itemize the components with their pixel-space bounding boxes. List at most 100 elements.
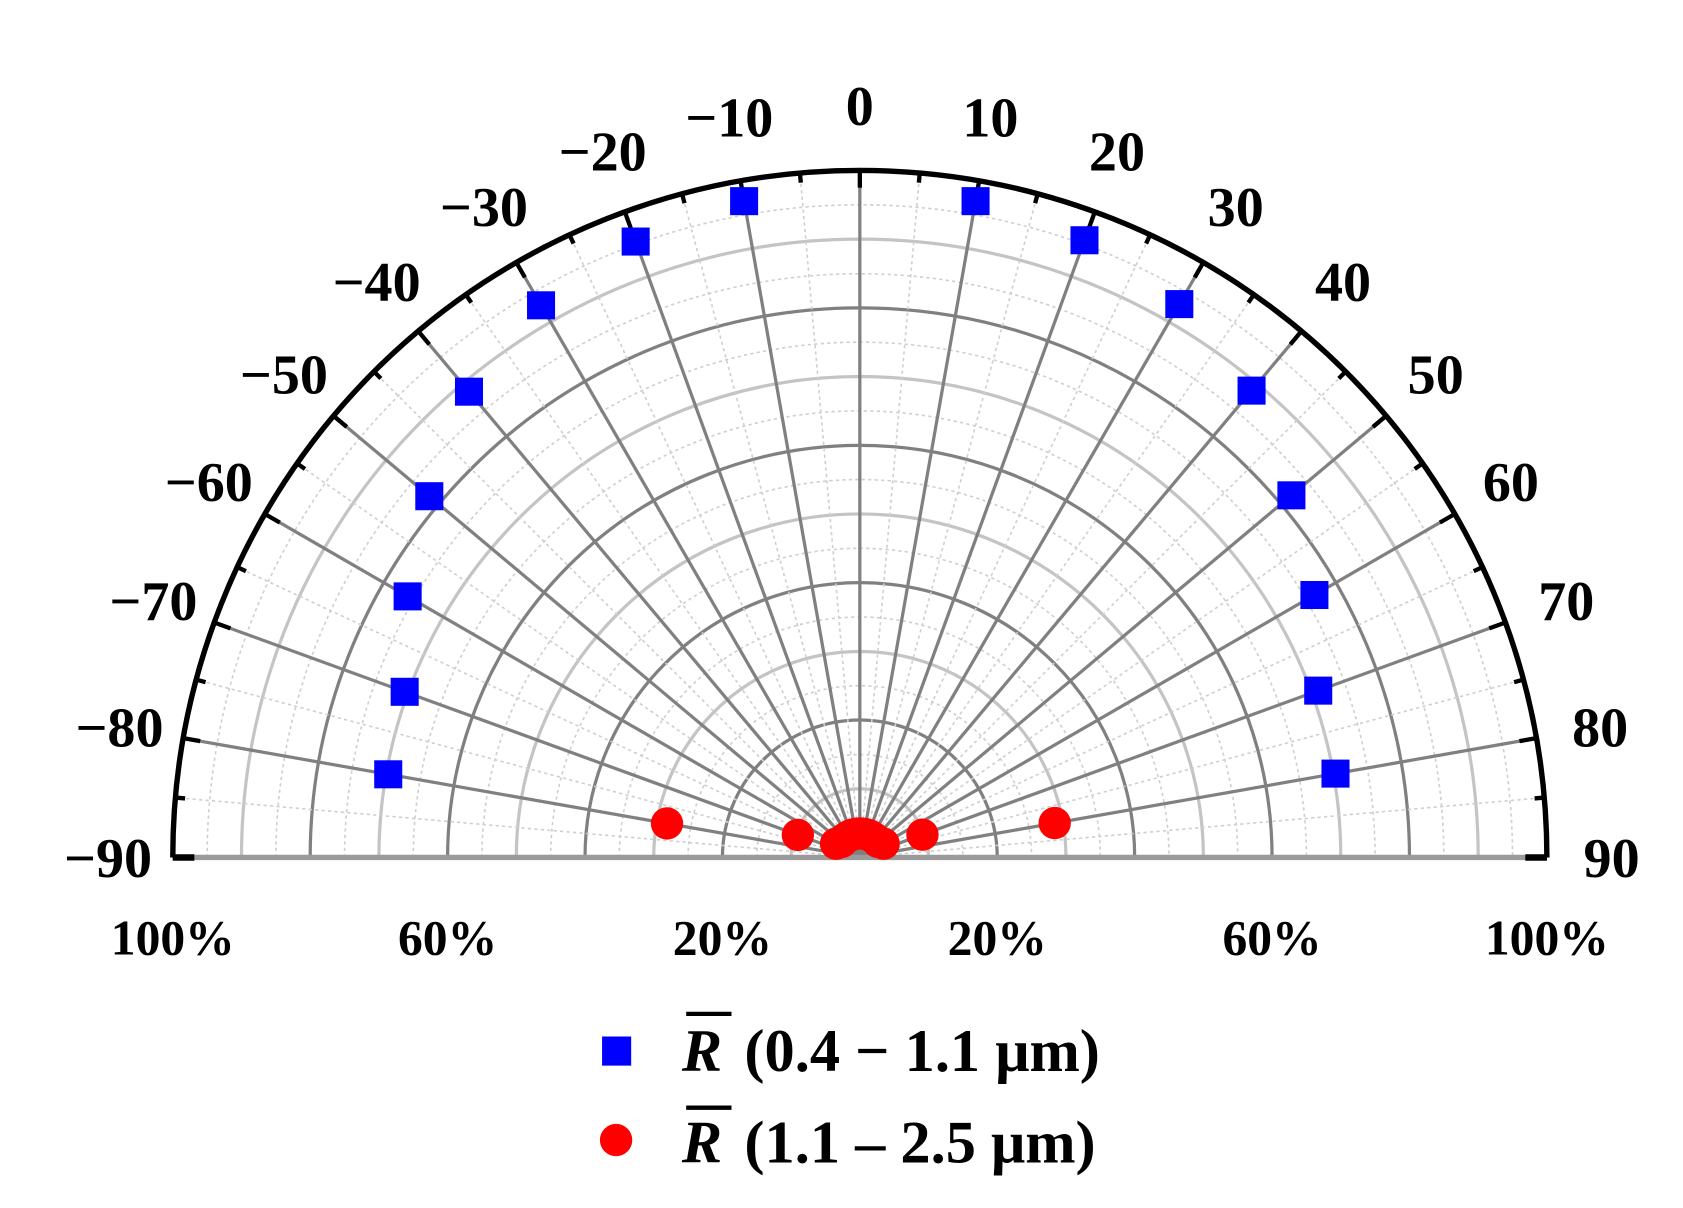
angle-tick bbox=[622, 211, 633, 229]
grid-spoke bbox=[858, 330, 1303, 859]
legend-marker-square bbox=[602, 1036, 632, 1066]
grid-spoke bbox=[416, 330, 862, 859]
data-points bbox=[374, 187, 1350, 860]
angle-tick bbox=[1513, 677, 1525, 685]
angle-tick bbox=[1337, 370, 1348, 381]
grid-spoke bbox=[859, 796, 1545, 859]
angle-tick bbox=[1371, 414, 1388, 429]
data-point-circle bbox=[650, 807, 684, 840]
grid-spoke bbox=[568, 234, 861, 858]
angle-tick bbox=[263, 512, 281, 525]
angle-tick bbox=[797, 172, 803, 183]
angle-tick bbox=[1246, 293, 1256, 304]
angle-tick-label: −70 bbox=[109, 571, 197, 633]
angle-tick-label: 20 bbox=[1089, 121, 1145, 183]
legend-marker-circle bbox=[599, 1123, 633, 1157]
angle-tick bbox=[463, 293, 474, 304]
angle-tick bbox=[1488, 620, 1507, 631]
grid-spoke bbox=[623, 211, 862, 859]
radial-tick-label: 60% bbox=[1222, 911, 1321, 966]
grid-spoke bbox=[264, 512, 861, 859]
grid-spoke bbox=[858, 180, 981, 858]
angle-tick bbox=[1472, 565, 1484, 574]
angle-tick bbox=[679, 193, 687, 204]
grid-spoke bbox=[859, 566, 1483, 859]
grid-spoke bbox=[859, 294, 1255, 858]
data-point-square bbox=[1277, 481, 1306, 510]
angle-tick-label: 10 bbox=[962, 88, 1018, 150]
data-point-square bbox=[390, 677, 419, 706]
angle-tick bbox=[332, 414, 349, 429]
angle-tick-label: 80 bbox=[1572, 697, 1628, 759]
data-point-circle bbox=[867, 827, 900, 860]
grid-circle bbox=[755, 753, 964, 858]
angle-tick bbox=[213, 620, 232, 631]
angle-tick bbox=[416, 329, 431, 346]
grid-spoke bbox=[681, 193, 861, 858]
data-point-circle bbox=[1038, 806, 1071, 840]
grid-spoke bbox=[859, 172, 921, 858]
angle-tick-label: −50 bbox=[240, 345, 328, 407]
radial-tick-label: 20% bbox=[673, 911, 772, 966]
grid-spoke bbox=[859, 678, 1524, 859]
data-point-square bbox=[393, 582, 422, 611]
grid-spoke bbox=[859, 193, 1039, 858]
grid-spoke bbox=[182, 736, 861, 860]
angle-tick bbox=[295, 461, 307, 471]
grid-spoke bbox=[858, 211, 1097, 859]
angle-tick-label: −30 bbox=[440, 177, 528, 239]
data-point-square bbox=[961, 187, 990, 216]
angle-tick-label: 0 bbox=[846, 76, 874, 138]
angle-tick-labels: −90 −80 −70 −60 −50−40 −30 −20 −10 0 10 20 30 40 50 60… bbox=[64, 76, 1640, 890]
grid-spoke bbox=[514, 261, 862, 859]
angle-tick bbox=[1288, 329, 1304, 346]
grid-spoke bbox=[738, 180, 862, 858]
angle-tick bbox=[1438, 512, 1456, 525]
angle-tick bbox=[1144, 233, 1153, 245]
radial-tick-label: 60% bbox=[398, 911, 497, 966]
grid-spoke bbox=[859, 234, 1151, 858]
grid-spoke bbox=[859, 512, 1456, 859]
data-point-circle bbox=[781, 818, 815, 852]
angle-tick bbox=[182, 736, 201, 744]
grid-spoke bbox=[858, 261, 1205, 859]
legend: R (0.4 − 1.1 μm) R (1.1 – 2.5 μm) bbox=[599, 1011, 1100, 1177]
angle-tick-label: −40 bbox=[333, 252, 421, 314]
angle-tick-label: −10 bbox=[685, 88, 773, 150]
grid-spoke bbox=[859, 462, 1424, 859]
grid-spoke bbox=[213, 620, 861, 859]
angle-tick-label: −20 bbox=[559, 121, 647, 183]
angle-tick bbox=[1534, 795, 1545, 801]
grid-spoke bbox=[236, 566, 861, 859]
data-point-square bbox=[1321, 759, 1350, 788]
radial-tick-label: 20% bbox=[948, 911, 1047, 966]
angle-tick-label: 60 bbox=[1483, 452, 1539, 514]
data-point-square bbox=[1237, 376, 1266, 405]
angle-tick bbox=[236, 565, 247, 574]
data-point-square bbox=[730, 187, 759, 216]
angle-tick-label: 70 bbox=[1538, 571, 1594, 633]
angle-tick bbox=[1519, 736, 1537, 744]
grid-circle bbox=[481, 478, 1239, 858]
angle-tick bbox=[567, 233, 576, 245]
grid-spoke bbox=[859, 736, 1537, 860]
angle-tick-label: 90 bbox=[1584, 828, 1640, 890]
angle-tick-label: −80 bbox=[75, 697, 163, 759]
data-point-square bbox=[1070, 226, 1099, 255]
angle-tick bbox=[1192, 261, 1206, 279]
data-point-square bbox=[527, 291, 556, 320]
legend-label-2: (1.1 – 2.5 μm) bbox=[744, 1110, 1095, 1177]
angle-tick bbox=[175, 795, 186, 801]
legend-label-1: (0.4 − 1.1 μm) bbox=[744, 1018, 1099, 1085]
radial-tick-label: 100% bbox=[1485, 911, 1609, 966]
angle-tick-label: 50 bbox=[1408, 345, 1464, 407]
radial-tick-label: 100% bbox=[111, 911, 235, 966]
grid bbox=[175, 170, 1545, 860]
grid-spoke bbox=[465, 294, 861, 858]
data-point-square bbox=[621, 227, 650, 256]
data-point-square bbox=[1300, 580, 1329, 610]
grid-spoke bbox=[195, 678, 861, 859]
angle-tick bbox=[1413, 461, 1424, 471]
legend-symbol-2: R bbox=[681, 1110, 722, 1177]
